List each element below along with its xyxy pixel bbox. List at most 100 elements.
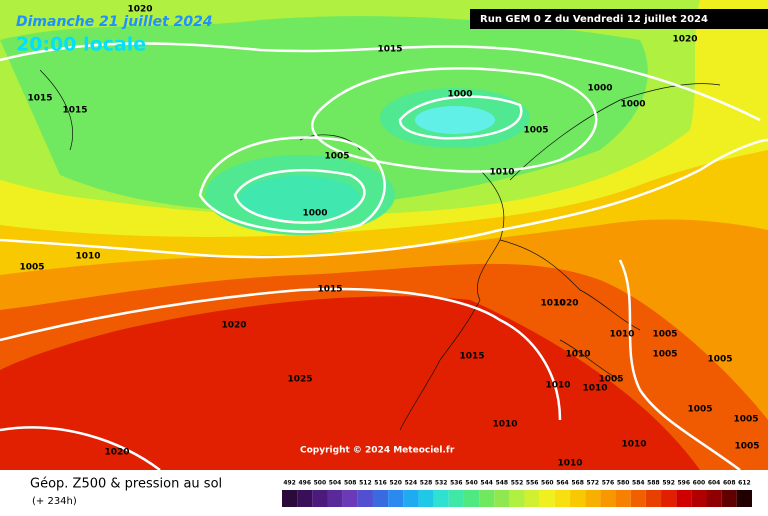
footer-lead: (+ 234h): [32, 496, 77, 507]
low-north-core: [415, 106, 495, 134]
isobar-label: 1025: [287, 375, 312, 385]
isobar-label: 1010: [492, 420, 517, 430]
run-info: Run GEM 0 Z du Vendredi 12 juillet 2024: [480, 14, 708, 25]
colorbar-label: 508: [344, 480, 357, 487]
colorbar-label: 540: [465, 480, 478, 487]
colorbar-cell: [645, 490, 662, 507]
colorbar-cell: [539, 490, 555, 507]
colorbar-label: 524: [405, 480, 418, 487]
colorbar: 492 496 500 504 508 512 516 520 524 528 532 536 540 5…: [282, 480, 752, 507]
run-box: [470, 9, 768, 29]
isobar: [311, 67, 598, 173]
colorbar-label: 584: [632, 480, 645, 487]
colorbar-cell: [448, 490, 464, 507]
colorbar-label: 504: [329, 480, 342, 487]
colorbar-label: 544: [480, 480, 493, 487]
isobar-label: 1010: [557, 459, 582, 469]
isobar: [198, 136, 386, 233]
colorbar-cell: [357, 490, 373, 507]
colorbar-label: 496: [298, 480, 311, 487]
colorbar-label: 564: [556, 480, 569, 487]
colorbar-label: 600: [693, 480, 706, 487]
colorbar-cell: [509, 490, 525, 507]
isobar-label: 1020: [221, 321, 246, 331]
colorbar-label: 580: [617, 480, 630, 487]
colorbar-cell: [691, 490, 707, 507]
isobar-label: 1010: [582, 384, 607, 394]
colorbar-cell: [600, 490, 616, 507]
isobar: [0, 426, 161, 472]
colorbar-cell: [282, 490, 298, 507]
footer-title: Géop. Z500 & pression au sol: [30, 477, 222, 492]
isobar-label: 1010: [545, 381, 570, 391]
isobar-label: 1000: [447, 90, 472, 100]
colorbar-cell: [736, 490, 752, 507]
colorbar-cell: [661, 490, 677, 507]
isobar-label: 1000: [587, 84, 612, 94]
colorbar-cell: [494, 490, 510, 507]
isobar-label: 1005: [733, 415, 758, 425]
isobar-label: 1015: [27, 94, 52, 104]
colorbar-cell: [312, 490, 328, 507]
isobar-label: 1000: [302, 209, 327, 219]
coastline: [39, 69, 721, 431]
isobar-label: 1015: [459, 352, 484, 362]
isobar-label: 1020: [127, 5, 152, 15]
colorbar-cell: [388, 490, 404, 507]
isobar-label: 1005: [652, 350, 677, 360]
colorbar-label: 556: [526, 480, 539, 487]
date: Dimanche 21 juillet 2024: [16, 14, 213, 30]
isobar-label: 1010: [621, 440, 646, 450]
colorbar-label: 536: [450, 480, 463, 487]
colorbar-label: 592: [662, 480, 675, 487]
colorbar-cell: [524, 490, 540, 507]
colorbar-cell: [372, 490, 389, 507]
isobar-label: 1000: [620, 100, 645, 110]
colorbar-label: 568: [571, 480, 584, 487]
isobar-label: 1010: [565, 350, 590, 360]
colorbar-cell: [706, 490, 722, 507]
isobar: [0, 42, 761, 122]
colorbar-cell: [721, 490, 737, 507]
colorbar-label: 528: [420, 480, 433, 487]
field-green: [0, 16, 648, 211]
colorbar-label: 516: [374, 480, 387, 487]
isobar-label: 1020: [104, 448, 129, 458]
colorbar-cell: [630, 490, 646, 507]
isobar-label: 1005: [687, 405, 712, 415]
isobar-label: 1020: [553, 299, 578, 309]
colorbar-label: 588: [647, 480, 660, 487]
colorbar-label: 576: [602, 480, 615, 487]
isobar-label: 1005: [19, 263, 44, 273]
low-west-core: [240, 176, 360, 220]
isobar-label: 1010: [489, 168, 514, 178]
colorbar-label: 552: [511, 480, 524, 487]
isobar-label: 1015: [377, 45, 402, 55]
colorbar-cell: [433, 490, 449, 507]
isobar-label: 1010: [540, 299, 565, 309]
colorbar-label: 548: [496, 480, 509, 487]
isobar: [0, 287, 562, 421]
isobar: [233, 168, 366, 224]
colorbar-cell: [479, 490, 495, 507]
isobar-label: 1020: [672, 35, 697, 45]
colorbar-cell: [342, 490, 358, 507]
colorbar-cell: [676, 490, 692, 507]
isobar-label: 1005: [652, 330, 677, 340]
isobar-label: 1005: [324, 152, 349, 162]
isobar: [0, 138, 768, 259]
isobar: [398, 95, 523, 140]
colorbar-label: 512: [359, 480, 372, 487]
isobar: [618, 259, 741, 472]
colorbar-label: 532: [435, 480, 448, 487]
isobar-label: 1010: [609, 330, 634, 340]
isobar-label: 1005: [598, 375, 623, 385]
colorbar-label: 500: [314, 480, 327, 487]
copyright: Copyright © 2024 Meteociel.fr: [300, 446, 455, 456]
colorbar-cell: [327, 490, 343, 507]
isobar-label: 1005: [707, 355, 732, 365]
colorbar-label: 560: [541, 480, 554, 487]
colorbar-cell: [615, 490, 631, 507]
colorbar-cell: [297, 490, 313, 507]
